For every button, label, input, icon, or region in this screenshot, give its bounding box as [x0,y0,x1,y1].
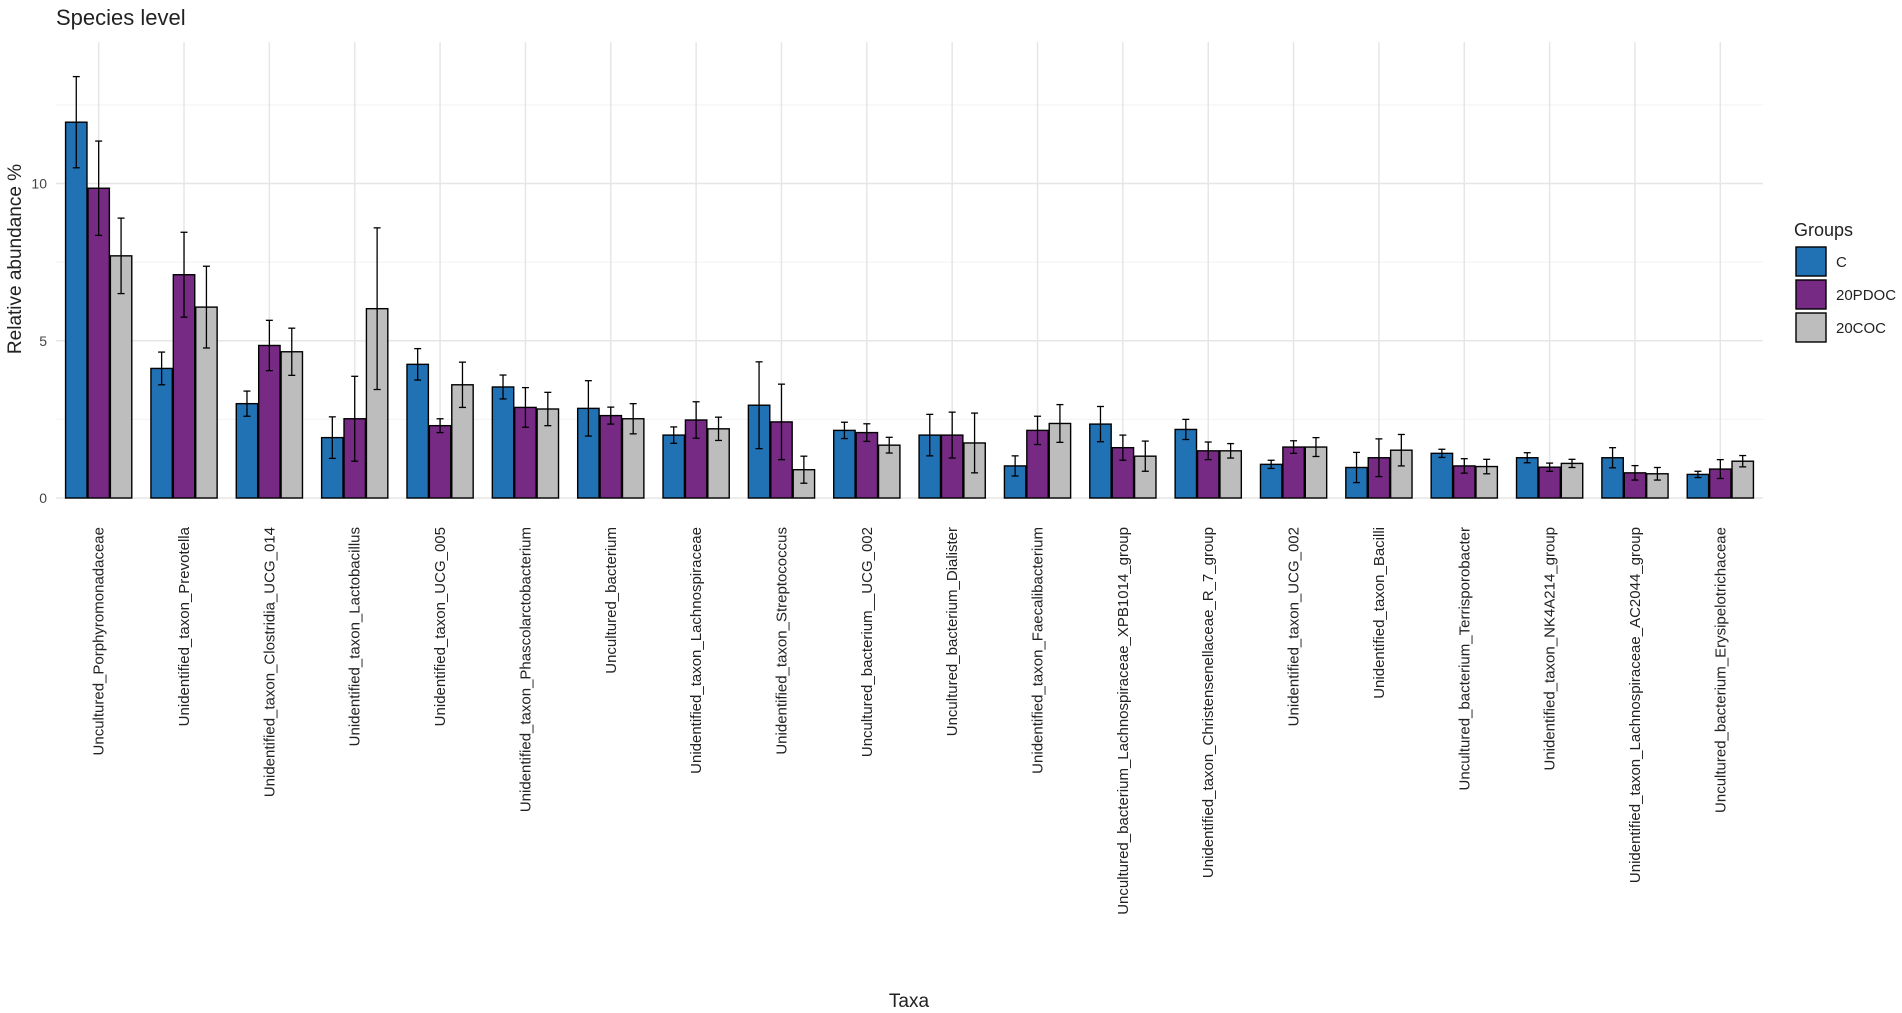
bar-C [235,402,259,499]
legend-title: Groups [1794,220,1853,240]
y-axis-ticks: 0 5 10 [31,176,47,506]
legend-label: 20PDOC [1836,287,1896,304]
x-tick-label: Unidentified_taxon_Faecalibacterium [1030,527,1047,774]
grid [56,42,1763,499]
x-tick-label: Unidentified_taxon_NK4A214_group [1542,527,1559,771]
x-tick-label: Unidentified_taxon_UCG_005 [432,527,449,726]
x-tick-label: Unidentified_taxon_Prevotella [176,526,193,726]
bar-C [150,367,174,499]
x-tick-label: Uncultured_bacterium_Lachnospiraceae_XPB… [1115,527,1132,915]
bar-20PDOC [1282,446,1305,499]
bars [64,75,1755,499]
x-tick-label: Unidentified_taxon_Lachnospiraceae [688,527,705,774]
legend-label: 20COC [1836,320,1886,337]
x-axis-title: Taxa [889,991,930,1012]
legend-key-20PDOC [1795,279,1827,310]
bar-C [833,429,856,499]
bar-20PDOC [855,431,879,499]
x-tick-label: Unidentified_taxon_Bacilli [1371,527,1388,699]
bar-C [491,386,515,499]
bar-C [1515,457,1539,499]
x-tick-label: Unidentified_taxon_UCG_002 [1286,527,1303,726]
y-tick-label: 0 [39,490,47,506]
legend: Groups C 20PDOC 20COC [1794,220,1896,343]
x-tick-label: Unidentified_taxon_Christensenellaceae_R… [1200,527,1217,878]
x-tick-label: Unidentified_taxon_Streptococcus [773,527,790,755]
bar-C [1430,452,1454,499]
x-tick-label: Unidentified_taxon_Phascolarctobacterium [517,527,534,812]
x-tick-label: Uncultured_bacterium__UCG_002 [859,527,876,757]
x-tick-label: Uncultured_bacterium [603,527,620,674]
x-tick-label: Uncultured_Porphyromonadaceae [91,527,108,755]
y-axis-title: Relative abundance % [5,164,26,354]
bar-20PDOC [599,414,623,499]
x-tick-label: Uncultured_bacterium_Erysipelotrichaceae [1712,527,1729,813]
bar-C [662,434,686,499]
x-tick-label: Unidentified_taxon_Clostridia_UCG_014 [261,527,278,797]
legend-key-20COC [1795,312,1827,343]
y-tick-label: 10 [31,176,47,192]
bar-C [406,363,430,499]
x-tick-label: Unidentified_taxon_Lactobacillus [347,527,364,746]
bar-C [64,121,88,499]
y-tick-label: 5 [39,333,47,349]
chart-title: Species level [56,5,186,30]
bar-20COC [1560,462,1584,499]
x-tick-label: Uncultured_bacterium_Terrisporobacter [1456,527,1473,790]
bar-20PDOC [428,424,452,499]
x-tick-label: Uncultured_bacterium_Dialister [944,527,961,736]
legend-key-C [1795,246,1827,277]
x-axis-labels: Uncultured_Porphyromonadaceae Unidentifie… [91,526,1730,914]
x-tick-label: Unidentified_taxon_Lachnospiraceae_AC204… [1627,527,1644,883]
bar-C [1259,463,1283,499]
legend-label: C [1836,254,1847,271]
